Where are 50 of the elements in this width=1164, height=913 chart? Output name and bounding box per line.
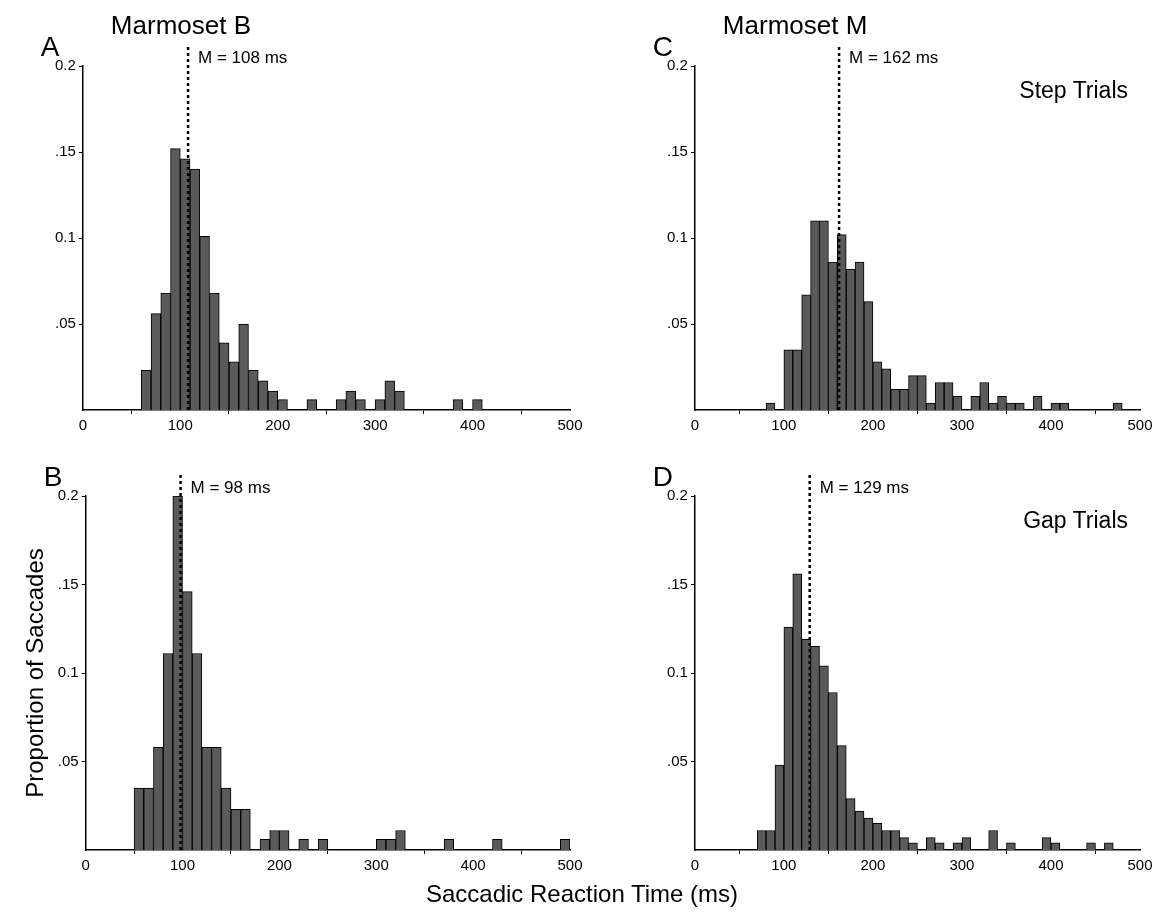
x-tick-label: 200 [266,856,292,874]
x-tick-label: 300 [362,416,388,434]
y-tick-label: .15 [54,142,76,160]
y-tick-label: 0.1 [57,663,79,681]
y-tick-label: 0.1 [666,228,688,246]
x-tick-label: 200 [860,416,886,434]
y-tick-label: .05 [57,751,79,769]
ref-line-label: M = 108 ms [198,47,288,67]
y-tick-label: .15 [666,142,688,160]
x-tick-label: 500 [1127,856,1153,874]
x-tick-label: 200 [860,856,886,874]
x-tick-label: 400 [1038,416,1064,434]
x-tick-label: 400 [1038,856,1064,874]
y-tick-label: .05 [666,314,688,332]
x-tick-label: 400 [460,856,486,874]
x-tick-label: 100 [771,856,797,874]
y-axis-title: Proportion of Saccades [21,548,49,798]
ref-line-label: M = 162 ms [849,47,939,67]
x-tick-label: 0 [690,856,700,874]
chart-title: Marmoset M [722,10,868,41]
y-tick-label: .05 [666,751,688,769]
annotation: Gap Trials [1023,506,1128,533]
x-tick-label: 500 [557,416,583,434]
y-tick-label: .05 [54,314,76,332]
x-tick-label: 200 [265,416,291,434]
x-tick-label: 500 [1127,416,1153,434]
y-tick-label: 0.1 [666,663,688,681]
x-tick-label: 0 [690,416,700,434]
y-tick-label: 0.2 [54,56,76,74]
y-tick-label: 0.1 [54,228,76,246]
x-tick-label: 300 [949,856,975,874]
annotation: Step Trials [1019,76,1128,103]
x-tick-label: 0 [78,416,88,434]
y-tick-label: .15 [57,574,79,592]
y-tick-label: 0.2 [666,486,688,504]
chart-title: Marmoset B [110,10,252,41]
x-tick-label: 300 [949,416,975,434]
x-tick-label: 0 [81,856,90,874]
y-tick-label: .15 [666,574,688,592]
ref-line-label: M = 98 ms [190,477,271,497]
x-tick-label: 100 [167,416,193,434]
x-tick-label: 100 [170,856,196,874]
y-tick-label: 0.2 [57,486,79,504]
x-tick-label: 300 [363,856,389,874]
x-tick-label: 500 [557,856,583,874]
x-tick-label: 100 [771,416,797,434]
x-axis-title: Saccadic Reaction Time (ms) [424,880,740,908]
y-tick-label: 0.2 [666,56,688,74]
x-tick-label: 400 [460,416,486,434]
ref-line-label: M = 129 ms [819,477,909,497]
